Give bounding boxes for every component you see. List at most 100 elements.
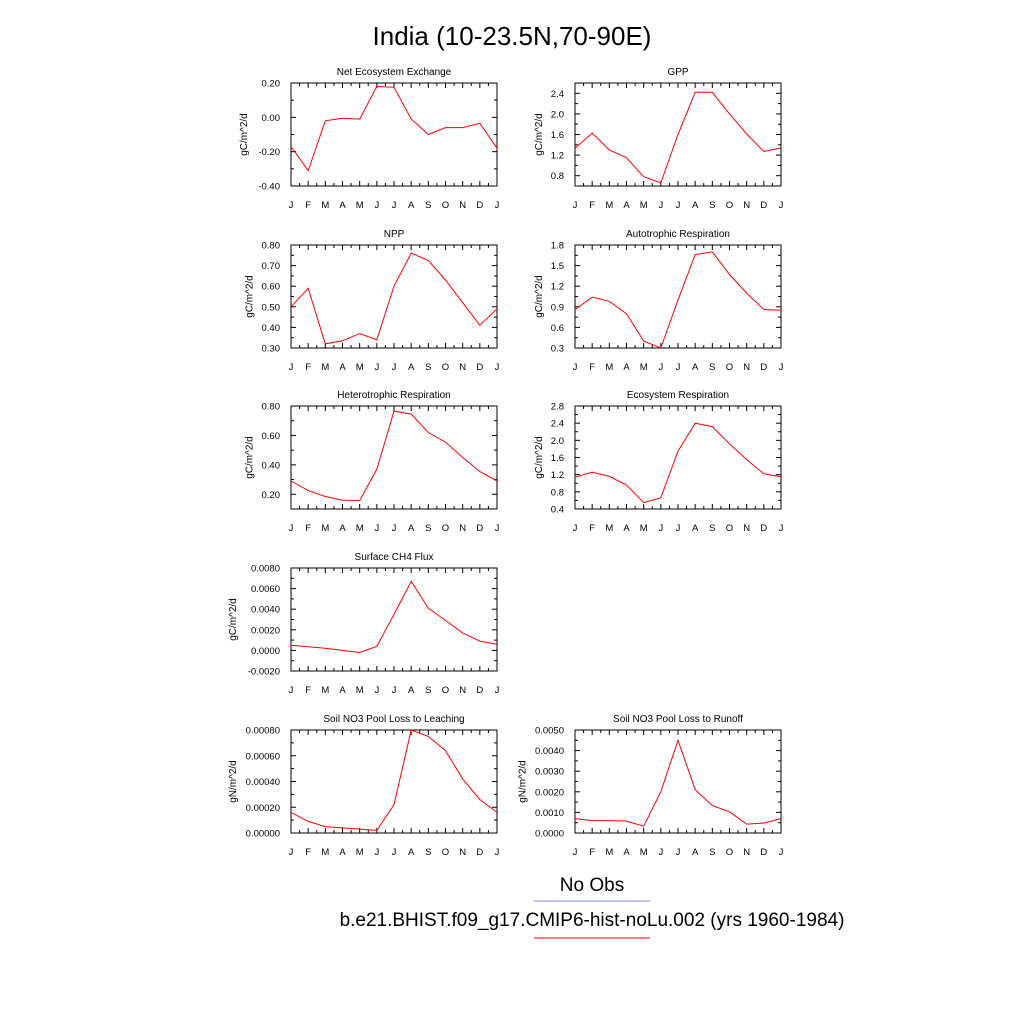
y-tick-label: -0.0020 (248, 667, 280, 678)
y-tick-label: 0.00 (262, 113, 281, 124)
x-tick-label: A (339, 523, 346, 534)
x-tick-label: A (408, 200, 415, 211)
x-tick-label: M (321, 362, 329, 373)
x-tick-label: D (476, 362, 483, 373)
x-tick-label: S (425, 523, 431, 534)
series-line-7 (290, 580, 498, 654)
y-tick-label: 1.6 (551, 453, 564, 464)
x-tick-label: A (692, 200, 699, 211)
y-tick-label: -0.20 (258, 147, 280, 158)
y-tick-label: 0.0020 (535, 787, 564, 798)
x-tick-label: J (779, 362, 784, 373)
x-tick-label: O (726, 200, 733, 211)
x-tick-label: J (289, 362, 294, 373)
x-tick-label: J (495, 523, 500, 534)
y-tick-label: 2.4 (551, 89, 564, 100)
x-tick-label: J (392, 523, 397, 534)
panel-title-9: Soil NO3 Pool Loss to Runoff (613, 714, 743, 725)
y-tick-label: -0.40 (258, 182, 280, 193)
x-tick-label: S (709, 362, 715, 373)
series-line-5 (290, 410, 498, 502)
x-tick-label: J (495, 685, 500, 696)
y-tick-label: 0.00040 (246, 777, 280, 788)
y-axis-label-7: gC/m^2/d (228, 598, 239, 641)
x-tick-label: F (305, 685, 311, 696)
y-axis-label-4: gC/m^2/d (534, 275, 545, 318)
x-tick-label: J (779, 200, 784, 211)
x-tick-label: S (425, 200, 431, 211)
x-tick-label: J (495, 847, 500, 858)
x-tick-label: D (760, 523, 767, 534)
legend: No Obs b.e21.BHIST.f09_g17.CMIP6-hist-no… (340, 875, 845, 939)
x-tick-label: M (605, 200, 613, 211)
x-tick-label: D (760, 362, 767, 373)
x-tick-label: J (392, 200, 397, 211)
y-tick-label: 0.0080 (251, 564, 280, 575)
x-tick-label: M (356, 523, 364, 534)
x-tick-label: J (658, 847, 663, 858)
plot-frame-8 (290, 729, 498, 834)
panel-title-2: GPP (667, 67, 688, 78)
y-tick-label: 0.4 (551, 505, 564, 516)
y-tick-label: 2.0 (551, 109, 564, 120)
x-tick-label: F (305, 200, 311, 211)
y-axis-label-8: gN/m^2/d (228, 760, 239, 803)
x-tick-label: D (476, 847, 483, 858)
x-tick-label: J (573, 362, 578, 373)
y-tick-label: 0.00080 (246, 726, 280, 737)
x-tick-label: S (709, 200, 715, 211)
x-tick-label: M (321, 685, 329, 696)
x-tick-label: O (442, 847, 449, 858)
y-tick-label: 1.5 (551, 261, 564, 272)
x-tick-label: O (442, 362, 449, 373)
x-tick-label: A (692, 523, 699, 534)
y-tick-label: 0.40 (262, 323, 281, 334)
y-tick-label: 1.2 (551, 151, 564, 162)
x-tick-label: J (573, 200, 578, 211)
x-tick-label: F (589, 362, 595, 373)
y-tick-label: 0.0000 (535, 829, 564, 840)
y-axis-label-9: gN/m^2/d (517, 760, 528, 803)
x-tick-label: D (760, 847, 767, 858)
y-tick-label: 0.0020 (251, 625, 280, 636)
x-tick-label: M (640, 523, 648, 534)
y-axis-label-6: gC/m^2/d (534, 436, 545, 479)
y-tick-label: 0.60 (262, 431, 281, 442)
y-tick-label: 0.8 (551, 171, 564, 182)
x-tick-label: J (779, 847, 784, 858)
y-tick-label: 0.0040 (535, 746, 564, 757)
x-tick-label: J (573, 847, 578, 858)
x-tick-label: F (589, 847, 595, 858)
y-tick-label: 0.30 (262, 344, 281, 355)
x-tick-label: N (459, 362, 466, 373)
y-tick-label: 0.40 (262, 460, 281, 471)
panel-title-4: Autotrophic Respiration (626, 229, 730, 240)
x-tick-label: A (408, 523, 415, 534)
x-tick-label: A (339, 685, 346, 696)
y-tick-label: 0.0000 (251, 646, 280, 657)
x-tick-label: N (743, 362, 750, 373)
x-tick-label: F (589, 200, 595, 211)
panel-title-7: Surface CH4 Flux (355, 552, 434, 563)
x-tick-label: F (305, 523, 311, 534)
x-tick-label: S (709, 523, 715, 534)
x-tick-label: O (726, 847, 733, 858)
x-tick-label: A (692, 847, 699, 858)
legend-label-model: b.e21.BHIST.f09_g17.CMIP6-hist-noLu.002 … (340, 910, 845, 931)
y-tick-label: 1.2 (551, 470, 564, 481)
y-tick-label: 0.20 (262, 490, 281, 501)
x-tick-label: N (743, 200, 750, 211)
x-tick-label: M (640, 847, 648, 858)
x-tick-label: A (339, 200, 346, 211)
x-tick-label: J (289, 847, 294, 858)
series-line-3 (290, 252, 498, 345)
x-tick-label: D (476, 523, 483, 534)
y-tick-label: 0.00000 (246, 829, 280, 840)
